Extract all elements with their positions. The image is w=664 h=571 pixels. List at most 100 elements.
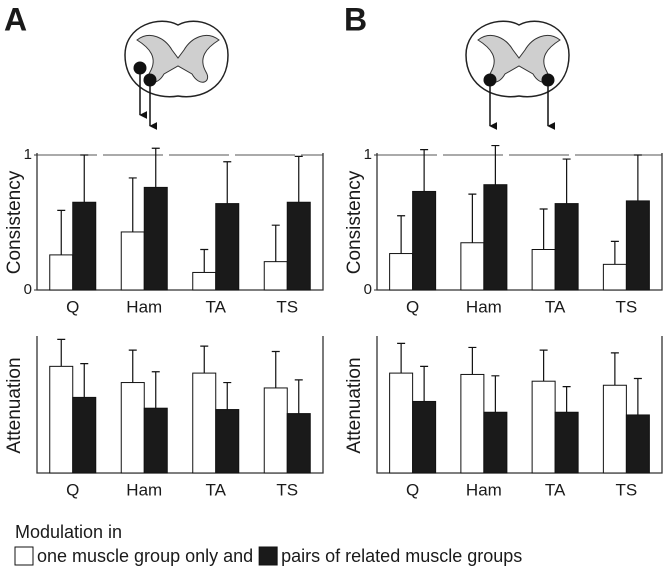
y-axis-label: Attenuation — [4, 357, 25, 453]
error-bar — [610, 240, 619, 265]
bar — [120, 231, 145, 291]
bar — [215, 203, 240, 291]
legend-swatch — [258, 546, 278, 566]
panel-label: B — [344, 1, 367, 37]
bar — [192, 372, 217, 474]
x-tick-label: Q — [406, 480, 419, 499]
error-bar — [562, 158, 571, 204]
x-tick-label: Ham — [466, 480, 502, 499]
bar — [389, 253, 414, 291]
error-bar — [271, 350, 280, 388]
error-bar — [633, 377, 642, 415]
error-bar — [151, 371, 160, 409]
error-bar — [468, 346, 477, 375]
error-bar — [397, 215, 406, 254]
x-tick-label: Ham — [126, 480, 162, 499]
y-tick-label: 0 — [24, 281, 32, 298]
error-bar — [633, 154, 642, 201]
bar — [72, 201, 97, 291]
error-bar — [420, 365, 429, 402]
legend-title: Modulation in — [15, 522, 122, 542]
bar — [483, 411, 508, 474]
bar — [412, 400, 437, 474]
x-tick-label: TS — [276, 480, 298, 499]
error-bar — [200, 345, 209, 374]
bar — [49, 254, 74, 291]
legend-label: pairs of related muscle groups — [281, 546, 522, 566]
bar — [49, 365, 74, 474]
bar — [531, 380, 556, 474]
legend-label: one muscle group only and — [37, 546, 253, 566]
bar — [286, 413, 311, 474]
axis-frame — [36, 153, 324, 291]
error-bar — [128, 349, 137, 383]
error-bar — [491, 375, 500, 413]
bar — [143, 407, 168, 474]
bar — [602, 384, 627, 474]
x-tick-label: TA — [206, 480, 227, 499]
x-tick-label: TA — [206, 297, 227, 316]
error-bar — [200, 248, 209, 273]
error-bar — [468, 193, 477, 243]
bar — [531, 249, 556, 291]
error-bar — [57, 209, 66, 255]
x-tick-label: Ham — [466, 297, 502, 316]
axis-frame — [36, 336, 324, 474]
error-bar — [562, 386, 571, 413]
axis-frame — [376, 336, 663, 474]
bar — [554, 203, 579, 291]
spinal-cord-a — [124, 20, 229, 130]
bar — [460, 373, 485, 474]
bar — [120, 382, 145, 474]
bar — [192, 271, 217, 291]
bar — [412, 190, 437, 291]
error-bar — [491, 144, 500, 185]
error-bar — [223, 161, 232, 204]
error-bar — [80, 363, 89, 398]
error-bar — [420, 149, 429, 192]
error-bar — [539, 208, 548, 250]
y-axis-label: Consistency — [344, 170, 365, 274]
bar — [483, 184, 508, 291]
x-tick-label: Q — [66, 480, 79, 499]
y-axis-label: Consistency — [4, 170, 25, 274]
bar — [389, 372, 414, 474]
x-tick-label: TS — [616, 480, 638, 499]
bar — [72, 396, 97, 474]
bar — [460, 242, 485, 291]
error-bar — [294, 379, 303, 414]
y-tick-label: 1 — [24, 146, 32, 163]
spinal-cord-b — [465, 20, 570, 130]
legend-swatch — [14, 546, 34, 566]
axis-frame — [376, 153, 663, 291]
x-tick-label: TS — [616, 297, 638, 316]
y-tick-label: 1 — [364, 146, 372, 163]
error-bar — [223, 381, 232, 410]
x-tick-label: Ham — [126, 297, 162, 316]
bar — [286, 201, 311, 291]
bar — [625, 200, 650, 291]
bar — [263, 387, 288, 474]
error-bar — [57, 338, 66, 367]
bar — [143, 186, 168, 291]
x-tick-label: TA — [545, 297, 566, 316]
error-bar — [397, 342, 406, 374]
x-tick-label: TA — [545, 480, 566, 499]
error-bar — [271, 224, 280, 262]
bar — [602, 263, 627, 291]
x-tick-label: TS — [276, 297, 298, 316]
bar — [625, 414, 650, 474]
bar — [554, 411, 579, 474]
y-axis-label: Attenuation — [344, 357, 365, 453]
error-bar — [610, 352, 619, 386]
error-bar — [294, 155, 303, 203]
x-tick-label: Q — [406, 297, 419, 316]
error-bar — [80, 154, 89, 203]
y-tick-label: 0 — [364, 281, 372, 298]
bar — [263, 261, 288, 291]
error-bar — [128, 177, 137, 232]
x-tick-label: Q — [66, 297, 79, 316]
error-bar — [539, 349, 548, 382]
error-bar — [151, 147, 160, 188]
bar — [215, 409, 240, 474]
